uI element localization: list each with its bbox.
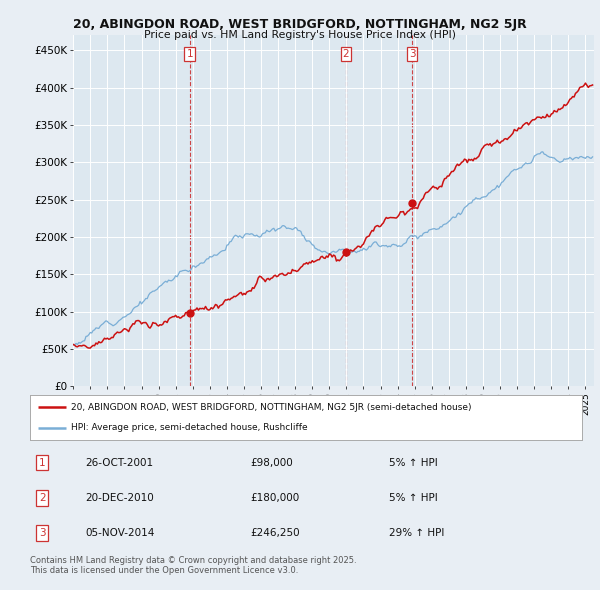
Text: Price paid vs. HM Land Registry's House Price Index (HPI): Price paid vs. HM Land Registry's House … bbox=[144, 30, 456, 40]
Text: 20, ABINGDON ROAD, WEST BRIDGFORD, NOTTINGHAM, NG2 5JR (semi-detached house): 20, ABINGDON ROAD, WEST BRIDGFORD, NOTTI… bbox=[71, 403, 472, 412]
Text: £246,250: £246,250 bbox=[251, 529, 301, 539]
Text: 3: 3 bbox=[39, 529, 46, 539]
Text: 20, ABINGDON ROAD, WEST BRIDGFORD, NOTTINGHAM, NG2 5JR: 20, ABINGDON ROAD, WEST BRIDGFORD, NOTTI… bbox=[73, 18, 527, 31]
Text: 5% ↑ HPI: 5% ↑ HPI bbox=[389, 493, 437, 503]
Text: 5% ↑ HPI: 5% ↑ HPI bbox=[389, 457, 437, 467]
Text: 2: 2 bbox=[343, 49, 349, 59]
Text: 20-DEC-2010: 20-DEC-2010 bbox=[85, 493, 154, 503]
Text: 3: 3 bbox=[409, 49, 415, 59]
Text: 26-OCT-2001: 26-OCT-2001 bbox=[85, 457, 154, 467]
Text: Contains HM Land Registry data © Crown copyright and database right 2025.
This d: Contains HM Land Registry data © Crown c… bbox=[30, 556, 356, 575]
Text: 1: 1 bbox=[39, 457, 46, 467]
Text: 29% ↑ HPI: 29% ↑ HPI bbox=[389, 529, 444, 539]
Text: 2: 2 bbox=[39, 493, 46, 503]
Text: £98,000: £98,000 bbox=[251, 457, 293, 467]
Text: 05-NOV-2014: 05-NOV-2014 bbox=[85, 529, 155, 539]
Text: 1: 1 bbox=[187, 49, 193, 59]
Text: £180,000: £180,000 bbox=[251, 493, 300, 503]
Text: HPI: Average price, semi-detached house, Rushcliffe: HPI: Average price, semi-detached house,… bbox=[71, 423, 308, 432]
